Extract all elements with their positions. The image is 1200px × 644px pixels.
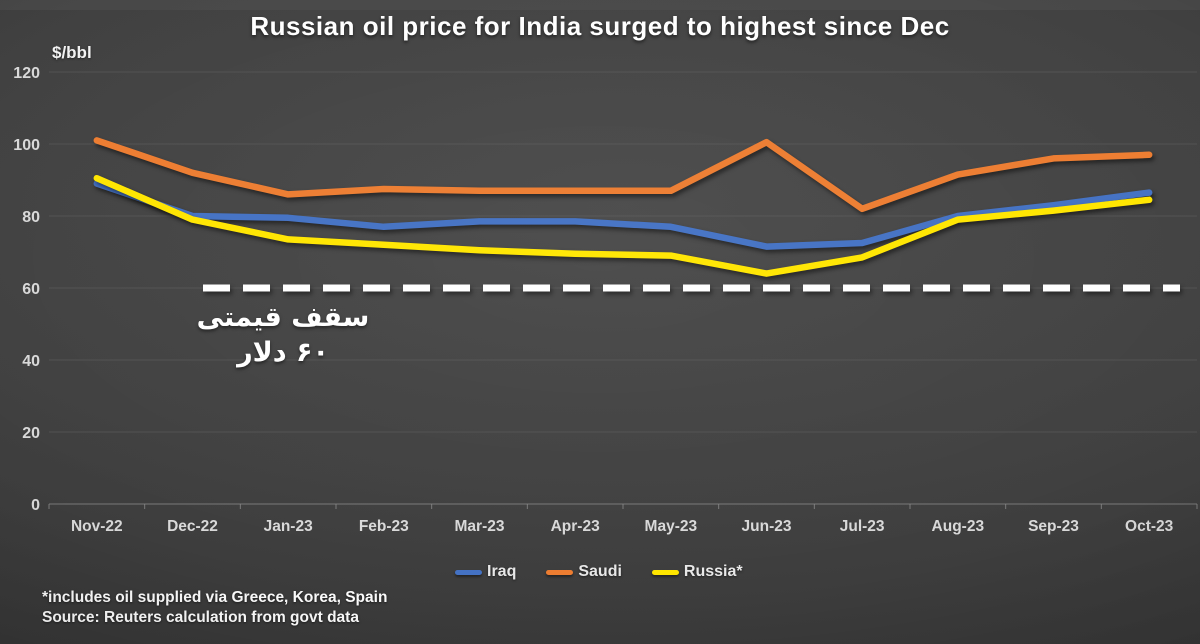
legend-label-iraq: Iraq bbox=[487, 563, 517, 580]
top-band bbox=[0, 0, 1200, 10]
y-axis-tick-label: 80 bbox=[22, 209, 40, 226]
y-axis-tick-label: 100 bbox=[13, 137, 40, 154]
chart-title: Russian oil price for India surged to hi… bbox=[250, 11, 950, 41]
y-axis-tick-label: 40 bbox=[22, 353, 40, 370]
footnotes: *includes oil supplied via Greece, Korea… bbox=[42, 588, 387, 629]
x-axis-label: Dec-22 bbox=[167, 518, 218, 535]
y-axis-tick-label: 120 bbox=[13, 65, 40, 82]
y-axis-tick-label: 20 bbox=[22, 425, 40, 442]
legend-item-saudi: Saudi bbox=[546, 563, 622, 581]
x-axis-label: May-23 bbox=[645, 518, 698, 535]
footnote-note: *includes oil supplied via Greece, Korea… bbox=[42, 589, 388, 606]
x-axis-label: Jul-23 bbox=[840, 518, 885, 535]
footnote-source: Source: Reuters calculation from govt da… bbox=[42, 609, 359, 627]
x-axis-label: Aug-23 bbox=[932, 518, 985, 535]
x-axis-label: Jun-23 bbox=[742, 518, 792, 535]
legend-item-russia: Russia* bbox=[651, 563, 743, 581]
y-axis-tick-label: 60 bbox=[22, 281, 40, 298]
price-cap-annotation: سقف قیمتی ۶۰ دلار bbox=[178, 300, 388, 370]
legend: Iraq Saudi Russia* bbox=[455, 563, 743, 581]
saudi-line-swatch-icon bbox=[546, 569, 574, 575]
x-axis-label: Sep-23 bbox=[1028, 518, 1079, 535]
y-axis-tick-label: 0 bbox=[31, 497, 40, 514]
legend-label-saudi: Saudi bbox=[578, 563, 622, 580]
legend-item-iraq: Iraq bbox=[455, 563, 516, 581]
series-line-saudi bbox=[93, 137, 1153, 213]
x-axis-label: Apr-23 bbox=[551, 518, 600, 535]
x-axis-label: Jan-23 bbox=[264, 518, 313, 535]
x-axis-label: Feb-23 bbox=[359, 518, 409, 535]
price-cap-annotation-line2: ۶۰ دلار bbox=[237, 337, 329, 369]
series-line-russia bbox=[93, 174, 1153, 277]
iraq-line-swatch-icon bbox=[455, 569, 482, 575]
x-axis-label: Nov-22 bbox=[71, 518, 123, 535]
y-axis-unit-label: $/bbl bbox=[52, 43, 92, 62]
series-line-iraq bbox=[93, 180, 1153, 250]
x-axis-label: Oct-23 bbox=[1125, 518, 1174, 535]
price-cap-annotation-line1: سقف قیمتی bbox=[196, 302, 370, 333]
russia-line-swatch-icon bbox=[651, 569, 679, 575]
legend-label-russia: Russia* bbox=[683, 563, 743, 580]
x-axis-label: Mar-23 bbox=[455, 518, 505, 535]
